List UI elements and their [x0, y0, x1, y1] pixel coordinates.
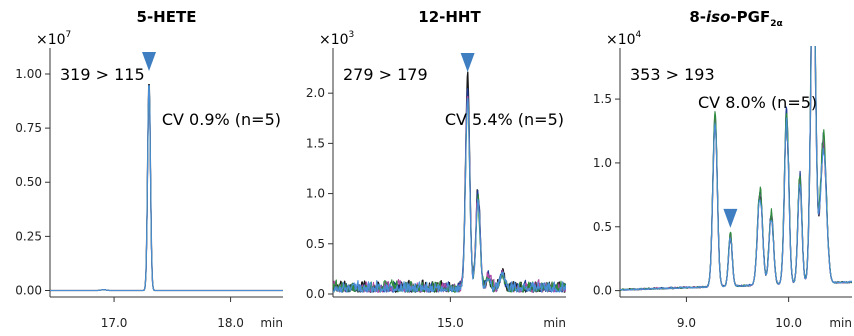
y-tick-label: 1.5 [593, 92, 612, 106]
y-exponent-label: ×103 [319, 30, 354, 48]
cv-label: CV 5.4% (n=5) [445, 110, 564, 129]
peak-marker-icon [723, 208, 738, 228]
cv-label: CV 8.0% (n=5) [698, 93, 817, 112]
x-tick-label: 17.0 [101, 316, 128, 330]
y-tick-label: 0.50 [15, 175, 42, 189]
y-tick-label: 1.00 [15, 67, 42, 81]
chart-panel-3: 8-iso-PGF2α ×104 0.0 0.5 1.0 1.5 9.0 10.0 min 353… [593, 8, 852, 330]
x-unit-label: min [543, 316, 566, 330]
y-tick-label: 0.0 [593, 284, 612, 298]
y-tick-label: 0.5 [306, 237, 325, 251]
y-tick-label: 0.00 [15, 284, 42, 298]
y-tick-label: 0.75 [15, 121, 42, 135]
peak-marker-icon [460, 53, 475, 73]
x-unit-label: min [829, 316, 852, 330]
chart-panel-1: 5-HETE ×107 0.00 0.25 0.50 0.75 1.00 17.0 18.0 mi… [15, 8, 283, 330]
series-line-5 [333, 97, 566, 293]
transition-label: 319 > 115 [60, 65, 145, 84]
y-tick-label: 0.0 [306, 287, 325, 301]
x-tick-label: 18.0 [217, 316, 244, 330]
transition-label: 279 > 179 [343, 65, 428, 84]
y-tick-label: 1.0 [593, 156, 612, 170]
cv-label: CV 0.9% (n=5) [162, 110, 281, 129]
series-line-1 [333, 71, 566, 293]
chart-title: 12-HHT [418, 8, 481, 26]
series-line-5 [50, 85, 283, 292]
chart-title: 5-HETE [137, 8, 197, 26]
chart-panel-2: 12-HHT ×103 0.0 0.5 1.0 1.5 2.0 15.0 min 279 > 17… [306, 8, 566, 330]
y-tick-label: 0.5 [593, 220, 612, 234]
x-tick-label: 9.0 [677, 316, 696, 330]
y-exponent-label: ×107 [36, 30, 71, 48]
y-tick-label: 2.0 [306, 86, 325, 100]
series-line-2 [620, 46, 852, 291]
x-tick-label: 10.0 [775, 316, 802, 330]
x-tick-label: 15.0 [437, 316, 464, 330]
transition-label: 353 > 193 [630, 65, 715, 84]
y-tick-label: 0.25 [15, 229, 42, 243]
y-exponent-label: ×104 [606, 30, 642, 48]
peak-marker-icon [142, 51, 157, 71]
y-tick-label: 1.0 [306, 187, 325, 201]
series-line-5 [620, 46, 852, 291]
y-tick-label: 1.5 [306, 136, 325, 150]
chart-title: 8-iso-PGF2α [689, 8, 782, 29]
x-unit-label: min [260, 316, 283, 330]
